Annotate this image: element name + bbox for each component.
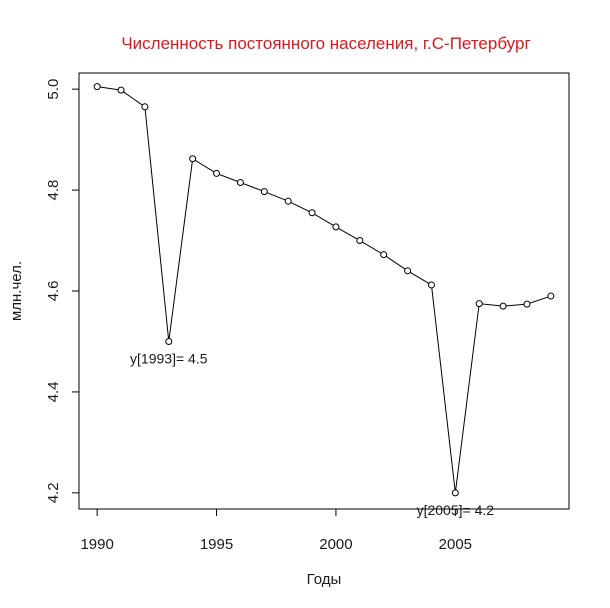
plot-frame: [78, 72, 570, 510]
data-point: [451, 489, 459, 497]
chart-title: Численность постоянного населения, г.С-П…: [121, 34, 530, 53]
x-tick-label: 2005: [439, 536, 472, 553]
data-point: [117, 86, 125, 94]
x-axis: 1990 1995 2000 2005: [80, 508, 472, 553]
data-point: [141, 103, 149, 111]
annotations: y[1993]= 4.5 y[2005]= 4.2: [130, 350, 494, 517]
data-point: [189, 155, 197, 163]
data-point: [93, 83, 101, 91]
data-point: [260, 188, 268, 196]
data-point: [236, 179, 244, 187]
data-label: y[1993]= 4.5: [130, 350, 208, 366]
data-point: [523, 300, 531, 308]
data-point: [427, 281, 435, 289]
data-point: [499, 302, 507, 310]
data-point: [475, 300, 483, 308]
data-point: [356, 237, 364, 245]
data-point: [332, 223, 340, 231]
x-tick-label: 1990: [80, 536, 113, 553]
data-point: [284, 197, 292, 205]
data-point: [547, 292, 555, 300]
data-point: [308, 209, 316, 217]
data-point: [165, 337, 173, 345]
series-line: [97, 86, 552, 493]
y-axis: 4.2 4.4 4.6 4.8 5.0: [45, 79, 80, 503]
y-tick-label: 4.4: [45, 381, 62, 402]
data-point: [213, 169, 221, 177]
x-tick-label: 2000: [319, 536, 352, 553]
y-tick-label: 4.8: [45, 180, 62, 201]
data-point: [404, 267, 412, 275]
data-points: [93, 83, 555, 497]
data-label: y[2005]= 4.2: [417, 502, 495, 518]
x-tick-label: 1995: [200, 536, 233, 553]
y-tick-label: 4.2: [45, 482, 62, 503]
x-axis-label: Годы: [307, 571, 342, 588]
y-tick-label: 5.0: [45, 79, 62, 100]
y-tick-label: 4.6: [45, 281, 62, 302]
y-axis-label: млн.чел.: [8, 261, 25, 321]
data-point: [380, 251, 388, 259]
